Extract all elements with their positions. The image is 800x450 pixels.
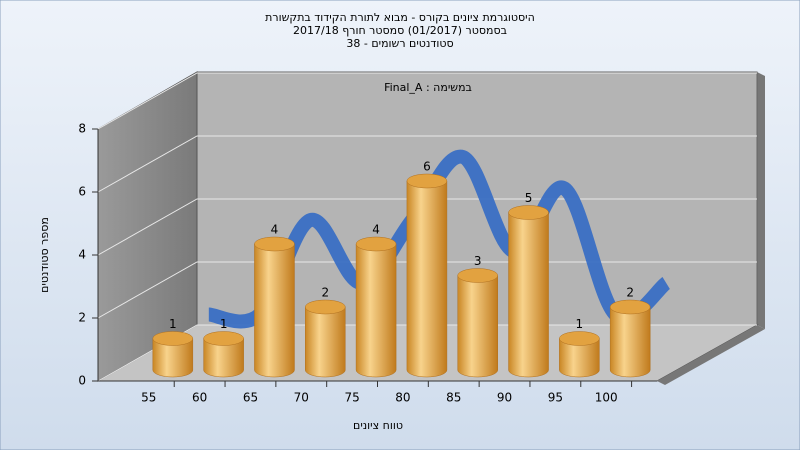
- bar-top: [457, 268, 498, 283]
- bar-top: [609, 299, 651, 315]
- y-tick-label: 4: [78, 248, 86, 262]
- x-tick-label: 90: [497, 391, 512, 405]
- bar: [305, 306, 346, 378]
- bar: [609, 306, 651, 378]
- data-label: 1: [169, 317, 177, 331]
- x-tick-label: 80: [395, 391, 410, 405]
- x-tick-label: 60: [192, 391, 207, 405]
- x-tick-label: 65: [243, 391, 258, 405]
- chart-title: היסטוגרמת ציונים בקורס - מבוא לתורת הקיד…: [265, 11, 535, 24]
- grid-line: [97, 261, 757, 319]
- data-label: 1: [576, 317, 584, 331]
- x-tick-label: 100: [595, 391, 618, 405]
- x-tick-label: 85: [446, 391, 461, 405]
- x-tick-label: 95: [548, 391, 563, 405]
- grid-line: [97, 324, 757, 382]
- data-label: 3: [474, 254, 482, 268]
- y-tick-label: 8: [78, 122, 86, 136]
- bar-top: [406, 173, 448, 189]
- data-label: 6: [423, 160, 431, 174]
- bar: [559, 338, 600, 378]
- bar-top: [355, 236, 397, 252]
- data-label: 5: [525, 191, 533, 205]
- bar: [203, 338, 244, 378]
- bar-top: [508, 205, 549, 220]
- y-axis-label: מספר סטודנטים: [38, 217, 51, 293]
- floor-shadow: [657, 325, 765, 385]
- bar: [457, 275, 498, 378]
- bar: [406, 180, 448, 378]
- bar-top: [305, 299, 346, 315]
- grid-line: [97, 135, 757, 193]
- ribbon-line: [207, 149, 671, 329]
- data-label: 1: [220, 317, 228, 331]
- bar-top: [152, 331, 194, 346]
- x-tick-label: 70: [294, 391, 309, 405]
- grid-line: [97, 72, 757, 130]
- bar: [508, 212, 549, 378]
- y-tick-label: 6: [78, 185, 86, 199]
- bar: [254, 243, 295, 378]
- bar: [355, 243, 397, 378]
- chart-title: סטודנטים רשומים - 38: [346, 37, 453, 50]
- chart-title: בסמסטר (01/2017) סמסטר חורף 2017/18: [293, 24, 507, 37]
- x-axis-label: טווח ציונים: [353, 419, 403, 432]
- bar-top: [254, 236, 295, 252]
- subtitle: Final_A : במשימה: [384, 81, 472, 94]
- x-tick-label: 55: [141, 391, 156, 405]
- bar-top: [559, 331, 600, 346]
- wall-shadow: [757, 72, 765, 329]
- data-label: 2: [321, 286, 329, 300]
- y-tick-label: 0: [78, 374, 86, 388]
- x-tick-label: 75: [344, 391, 359, 405]
- data-label: 4: [372, 223, 380, 237]
- data-label: 4: [271, 223, 279, 237]
- bar: [152, 338, 194, 378]
- y-tick-label: 2: [78, 311, 86, 325]
- bar-top: [203, 331, 244, 346]
- data-label: 2: [626, 286, 634, 300]
